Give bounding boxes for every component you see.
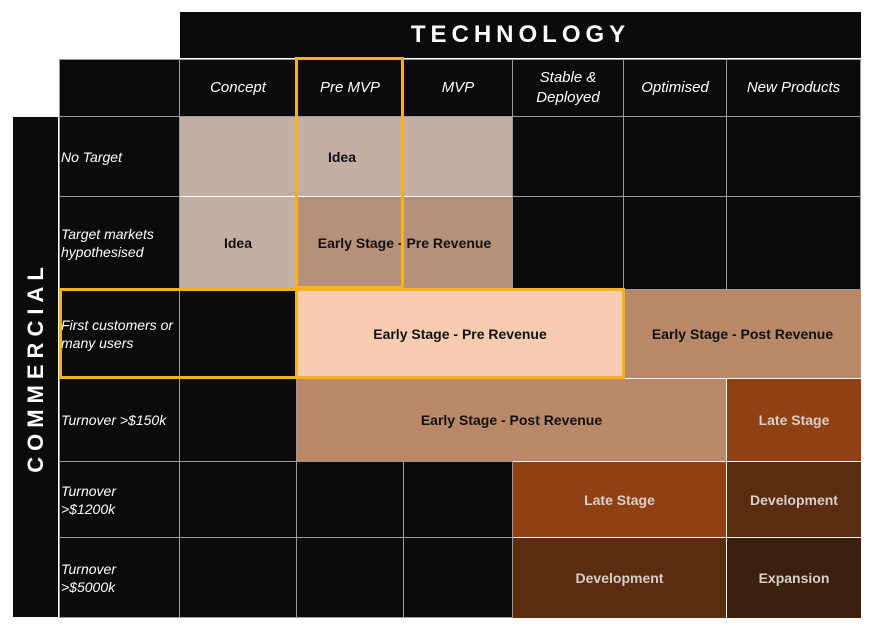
grid-cell: [403, 461, 513, 538]
row-header-turnover-5000k: Turnover >$5000k: [59, 537, 180, 618]
grid-cell: [296, 537, 404, 618]
grid-cell: [179, 378, 297, 462]
stage-late-1200k: Late Stage: [513, 462, 726, 537]
grid-cell: [512, 196, 624, 290]
grid-cell: [179, 537, 297, 618]
highlight-early-pre-revenue: [295, 288, 625, 379]
stage-development-1200k: Development: [727, 462, 861, 537]
stage-early-post-revenue-wide: Early Stage - Post Revenue: [297, 379, 726, 461]
grid-cell: [726, 196, 861, 290]
stage-development-5000k: Development: [513, 538, 726, 618]
technology-header: TECHNOLOGY: [180, 12, 861, 58]
column-header-pre-mvp: Pre MVP: [296, 59, 404, 117]
column-header-optimised: Optimised: [623, 59, 727, 117]
grid-cell: [179, 461, 297, 538]
stage-expansion: Expansion: [727, 538, 861, 618]
row-header-target-markets: Target markets hypothesised: [59, 196, 180, 290]
column-header-mvp: MVP: [403, 59, 513, 117]
stage-early-post-revenue-right: Early Stage - Post Revenue: [624, 290, 861, 378]
stage-idea-left: Idea: [180, 197, 296, 289]
grid-cell: [296, 461, 404, 538]
stage-late-150k: Late Stage: [727, 379, 861, 461]
commercial-header: COMMERCIAL: [13, 117, 58, 617]
column-header-concept: Concept: [179, 59, 297, 117]
grid-cell: [726, 116, 861, 197]
column-header-new-products: New Products: [726, 59, 861, 117]
grid-cell: [403, 537, 513, 618]
row-header-turnover-1200k: Turnover >$1200k: [59, 461, 180, 538]
grid-cell: [623, 196, 727, 290]
stage-early-pre-revenue-small: Early Stage - Pre Revenue: [297, 197, 512, 289]
grid-cell: [623, 116, 727, 197]
stage-idea-top: Idea: [180, 117, 512, 196]
commercial-label: COMMERCIAL: [22, 261, 48, 473]
corner-cell: [59, 59, 180, 117]
highlight-first-customers-row: [59, 288, 298, 379]
stage-early-pre-revenue-main: Early Stage - Pre Revenue: [297, 290, 623, 378]
row-header-no-target: No Target: [59, 116, 180, 197]
row-header-turnover-150k: Turnover >$150k: [59, 378, 180, 462]
grid-cell: [512, 116, 624, 197]
column-header-stable-deployed: Stable & Deployed: [512, 59, 624, 117]
highlight-pre-mvp-column: [295, 57, 404, 289]
